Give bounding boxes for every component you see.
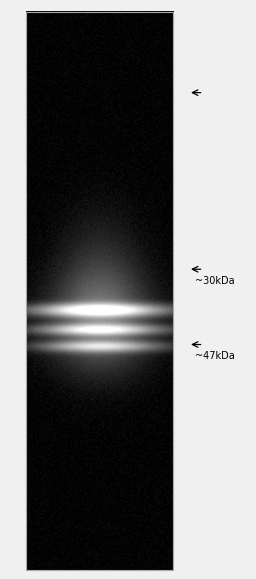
Bar	[26, 12, 173, 570]
Text: ~30kDa: ~30kDa	[195, 276, 234, 286]
Text: ~47kDa: ~47kDa	[195, 351, 234, 361]
Bar	[26, 12, 173, 570]
